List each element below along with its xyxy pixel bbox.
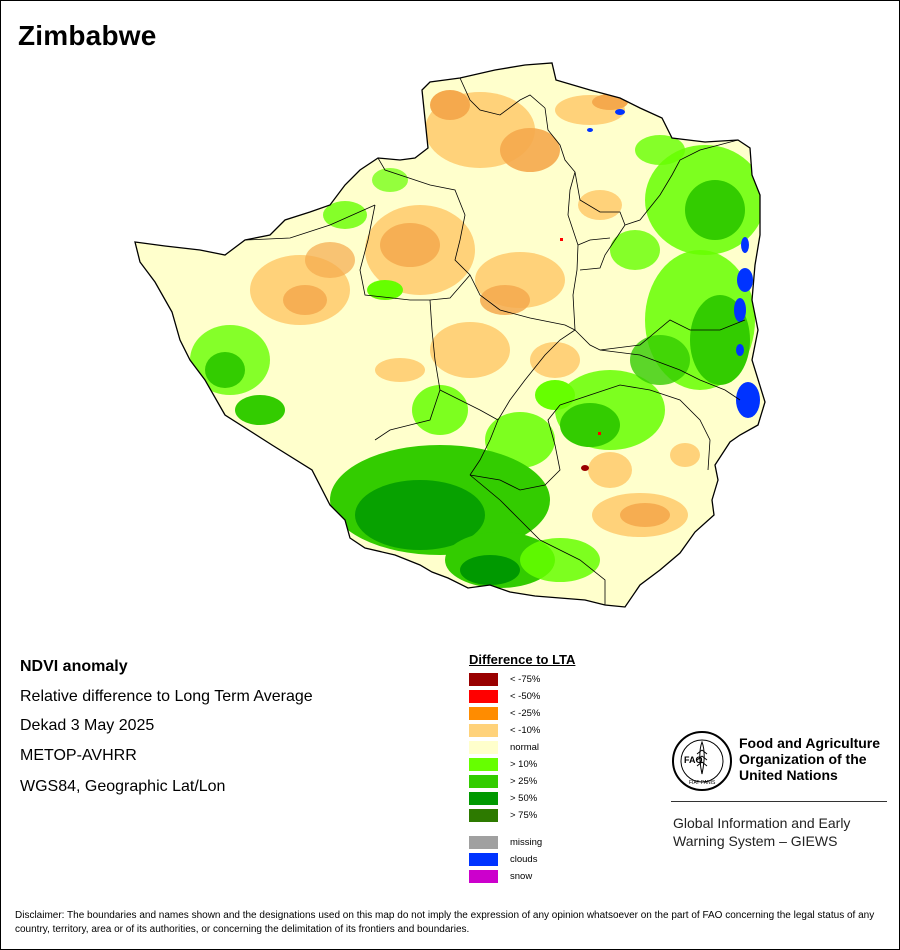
fao-name-line: Food and Agriculture xyxy=(739,735,881,751)
legend-label: < -25% xyxy=(510,708,541,719)
legend-label: clouds xyxy=(510,854,538,865)
legend-label: > 75% xyxy=(510,810,538,821)
legend-item: < -10% xyxy=(469,724,540,737)
legend-item: > 50% xyxy=(469,792,537,805)
info-subtitle: Relative difference to Long Term Average xyxy=(20,688,313,705)
legend-label: < -50% xyxy=(510,691,541,702)
legend-label: > 25% xyxy=(510,776,538,787)
fao-name-line: United Nations xyxy=(739,767,838,783)
legend-swatch xyxy=(469,775,498,788)
info-title: NDVI anomaly xyxy=(20,658,128,675)
legend-swatch xyxy=(469,724,498,737)
legend-label: snow xyxy=(510,871,533,882)
legend-title: Difference to LTA xyxy=(469,652,576,667)
legend-label: > 50% xyxy=(510,793,538,804)
fao-logo: FAO FIAT PANIS xyxy=(672,731,732,791)
fao-name-line: Organization of the xyxy=(739,751,867,767)
fao-name: Food and Agriculture Organization of the… xyxy=(739,735,880,783)
legend-swatch xyxy=(469,809,498,822)
fao-logo-letters: FAO xyxy=(684,755,703,765)
ndvi-anomaly-map xyxy=(134,62,766,608)
legend-item: missing xyxy=(469,836,542,849)
legend-label: < -75% xyxy=(510,674,541,685)
legend-label: missing xyxy=(510,837,543,848)
giews-line: Warning System – GIEWS xyxy=(673,833,838,849)
legend-swatch xyxy=(469,673,498,686)
fao-logo-motto: FIAT PANIS xyxy=(689,780,716,786)
legend-item: < -25% xyxy=(469,707,540,720)
disclaimer: Disclaimer: The boundaries and names sho… xyxy=(15,910,875,935)
legend-item: clouds xyxy=(469,853,537,866)
legend-swatch xyxy=(469,853,498,866)
giews-name: Global Information and Early Warning Sys… xyxy=(673,814,850,850)
legend-item: < -50% xyxy=(469,690,540,703)
legend-item: > 25% xyxy=(469,775,537,788)
giews-line: Global Information and Early xyxy=(673,815,851,831)
legend-swatch xyxy=(469,758,498,771)
legend-swatch xyxy=(469,690,498,703)
info-period: Dekad 3 May 2025 xyxy=(20,717,155,734)
divider xyxy=(671,801,887,802)
map-title: Zimbabwe xyxy=(18,20,157,51)
legend-item: < -75% xyxy=(469,673,540,686)
country-border xyxy=(134,62,766,608)
legend-label: < -10% xyxy=(510,725,541,736)
info-projection: WGS84, Geographic Lat/Lon xyxy=(20,778,226,795)
legend-item: > 10% xyxy=(469,758,537,771)
legend-swatch xyxy=(469,792,498,805)
legend-item: snow xyxy=(469,870,532,883)
info-sensor: METOP-AVHRR xyxy=(20,747,137,764)
legend-item: > 75% xyxy=(469,809,537,822)
legend-swatch xyxy=(469,836,498,849)
legend-swatch xyxy=(469,707,498,720)
legend-label: normal xyxy=(510,742,540,753)
legend-swatch xyxy=(469,741,498,754)
legend-swatch xyxy=(469,870,498,883)
legend-item: normal xyxy=(469,741,539,754)
legend-label: > 10% xyxy=(510,759,538,770)
